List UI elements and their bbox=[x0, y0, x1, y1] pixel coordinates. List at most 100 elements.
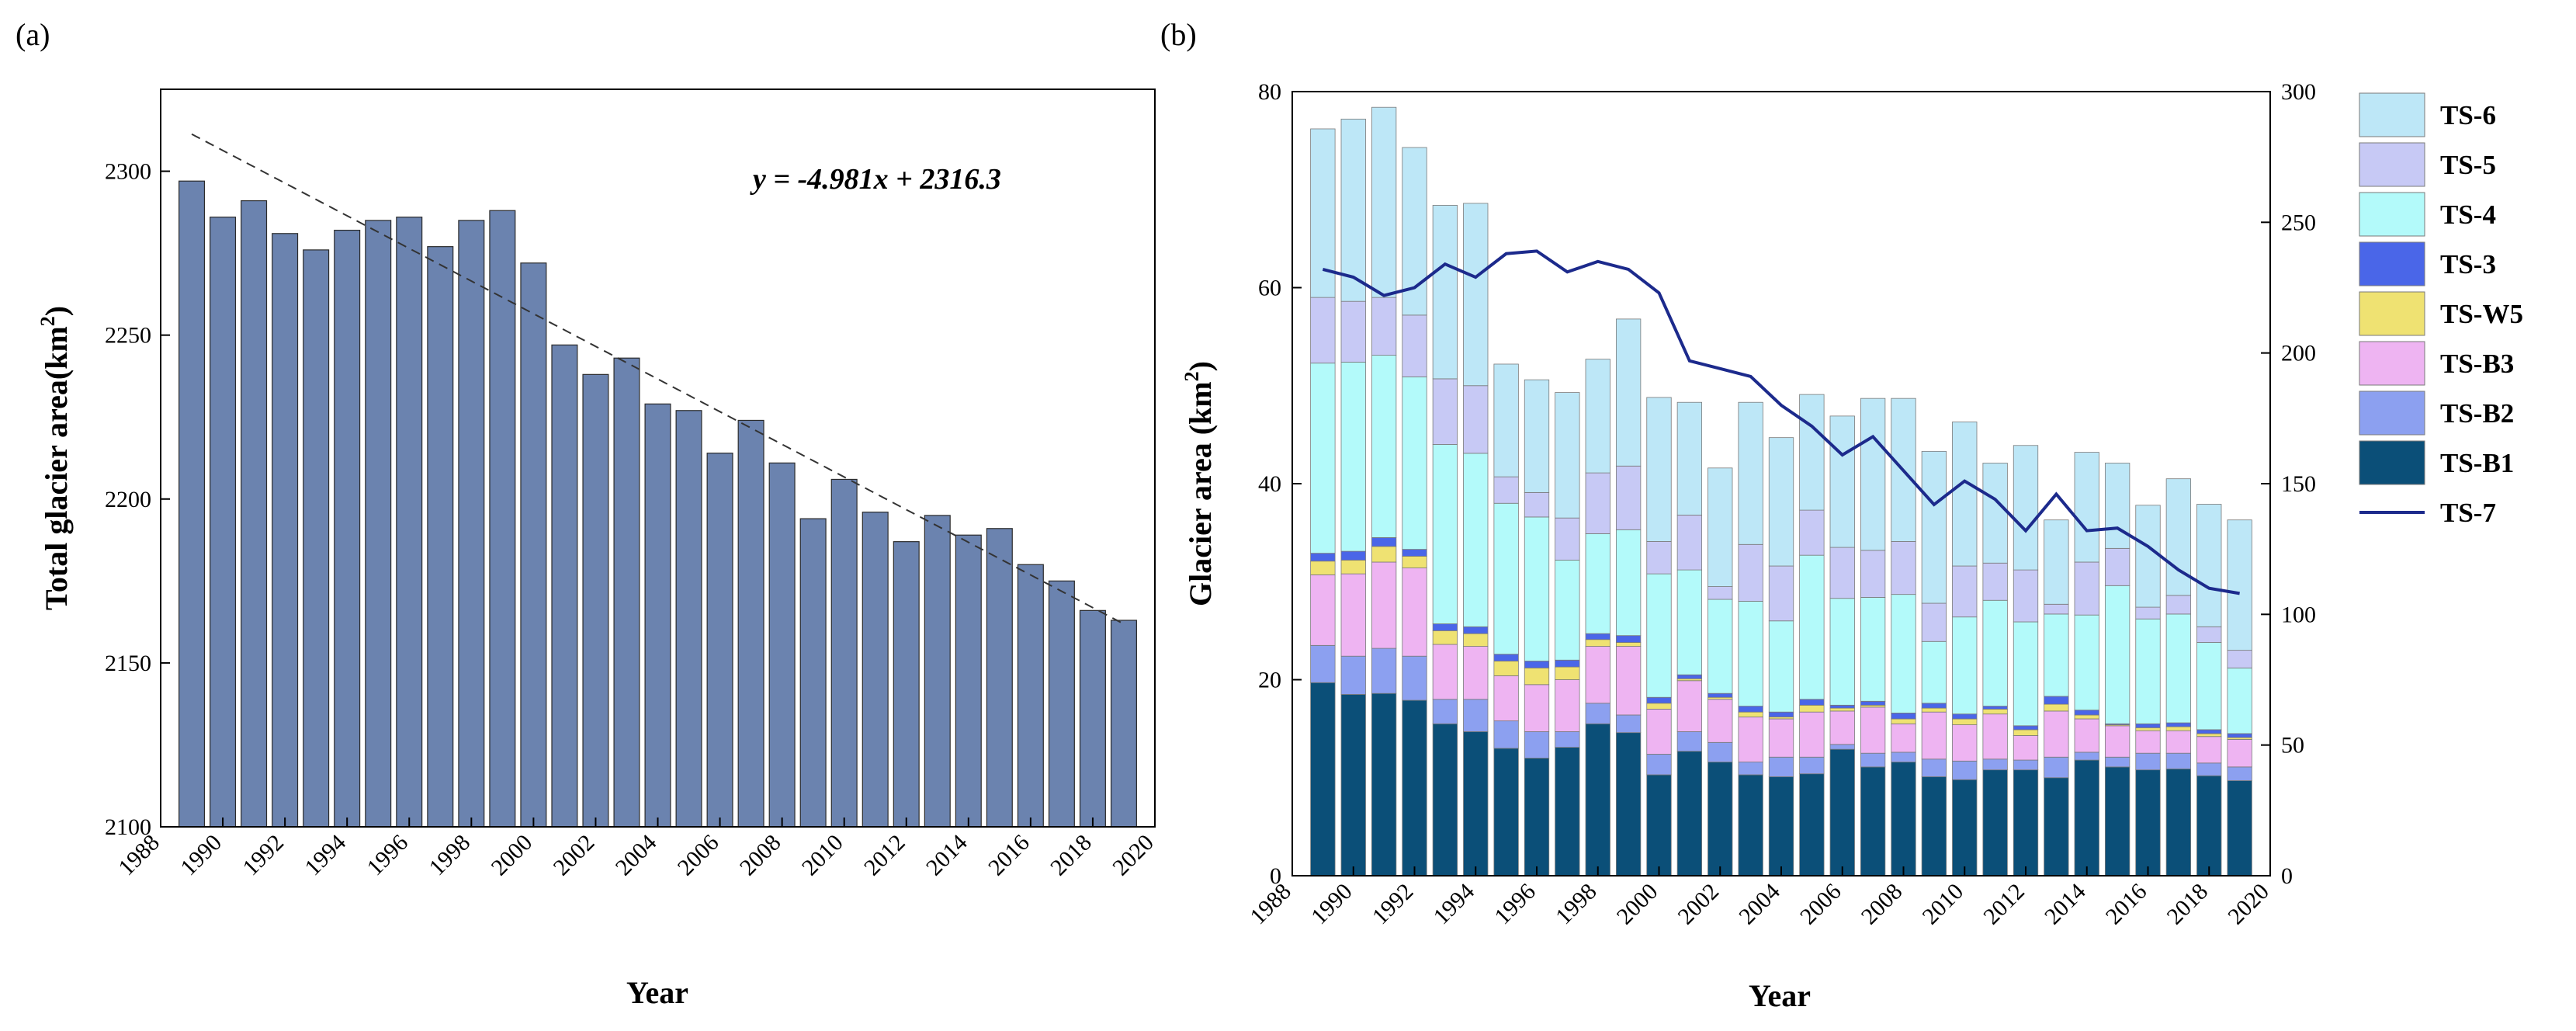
bar-ts-3-1990 bbox=[1340, 550, 1366, 561]
x-tick-label-2016: 2016 bbox=[2101, 879, 2152, 930]
legend-label-ts-b3: TS-B3 bbox=[2440, 349, 2514, 379]
bar-ts-b1-2000 bbox=[1646, 774, 1672, 877]
y2-tick-label-200: 200 bbox=[2281, 341, 2316, 366]
bar-ts-b1-1996 bbox=[1524, 758, 1550, 877]
bar-ts-5-1993 bbox=[1432, 378, 1458, 445]
bar-2010 bbox=[830, 478, 858, 828]
bar-ts-5-1995 bbox=[1493, 476, 1519, 504]
bar-ts-w5-1995 bbox=[1493, 661, 1519, 676]
bar-ts-w5-1996 bbox=[1524, 667, 1550, 686]
bar-ts-b1-2017 bbox=[2165, 768, 2192, 877]
bar-ts-6-1994 bbox=[1463, 203, 1489, 387]
legend-label-ts-3: TS-3 bbox=[2440, 249, 2496, 279]
bar-ts-4-1993 bbox=[1432, 444, 1458, 624]
bar-ts-4-2013 bbox=[2044, 613, 2069, 697]
bar-ts-5-1991 bbox=[1371, 297, 1397, 356]
bar-2011 bbox=[862, 512, 889, 828]
bar-ts-3-2013 bbox=[2044, 696, 2069, 705]
bar-ts-5-2011 bbox=[1982, 562, 2008, 601]
bar-ts-b1-2006 bbox=[1829, 748, 1855, 877]
panel-b-label: (b) bbox=[1160, 17, 1197, 52]
legend-label-ts-b1: TS-B1 bbox=[2440, 448, 2514, 478]
bar-ts-3-1997 bbox=[1555, 659, 1580, 668]
bar-ts-w5-1998 bbox=[1585, 639, 1610, 647]
x-tick-label-1992: 1992 bbox=[1368, 879, 1419, 930]
bar-2014 bbox=[955, 534, 982, 828]
bar-ts-3-1996 bbox=[1524, 661, 1550, 668]
bar-ts-3-1994 bbox=[1463, 626, 1489, 634]
bar-ts-w5-1999 bbox=[1615, 642, 1642, 647]
bar-ts-3-1993 bbox=[1432, 623, 1458, 631]
bar-ts-b1-1990 bbox=[1340, 694, 1366, 877]
bar-ts-4-2010 bbox=[1952, 616, 1978, 715]
legend-label-ts-7: TS-7 bbox=[2440, 498, 2496, 528]
bar-ts-5-2008 bbox=[1891, 541, 1916, 595]
bar-ts-w5-2013 bbox=[2044, 703, 2069, 712]
bar-ts-b3-1992 bbox=[1402, 568, 1427, 657]
bar-ts-b3-1990 bbox=[1340, 573, 1366, 657]
bar-ts-6-2017 bbox=[2165, 478, 2192, 596]
y2-tick-label-0: 0 bbox=[2281, 863, 2293, 889]
bar-ts-b3-1994 bbox=[1463, 646, 1489, 700]
y2-tick-label-150: 150 bbox=[2281, 471, 2316, 497]
bar-ts-w5-2003 bbox=[1738, 711, 1763, 717]
bar-ts-5-2003 bbox=[1738, 543, 1763, 602]
x-tick-label-1988: 1988 bbox=[1245, 879, 1296, 930]
bar-ts-b2-2000 bbox=[1646, 754, 1672, 776]
bar-2007 bbox=[737, 419, 764, 828]
bar-ts-4-2008 bbox=[1891, 594, 1916, 713]
panel-b-xlabel: Year bbox=[1749, 978, 1811, 1013]
bar-ts-w5-2018 bbox=[2196, 733, 2222, 738]
bar-ts-6-2015 bbox=[2104, 463, 2130, 549]
bar-ts-w5-1992 bbox=[1402, 556, 1427, 568]
bar-ts-b1-2018 bbox=[2196, 775, 2222, 877]
bar-ts-4-2011 bbox=[1982, 599, 2008, 706]
bar-2009 bbox=[799, 518, 827, 828]
x-tick-label-2012: 2012 bbox=[859, 830, 910, 881]
bar-1991 bbox=[241, 200, 268, 828]
bar-ts-b2-2002 bbox=[1708, 741, 1733, 762]
y2-tick-label-100: 100 bbox=[2281, 602, 2316, 627]
x-tick-label-1998: 1998 bbox=[425, 830, 476, 881]
bar-ts-b2-2012 bbox=[2013, 759, 2039, 771]
bar-ts-4-1989 bbox=[1310, 363, 1336, 554]
bar-ts-3-2009 bbox=[1921, 703, 1947, 709]
bar-ts-b3-2014 bbox=[2074, 718, 2099, 753]
bar-2015 bbox=[986, 528, 1013, 828]
bar-ts-5-2010 bbox=[1952, 565, 1978, 618]
bar-ts-3-2011 bbox=[1982, 706, 2008, 710]
x-tick-label-2020: 2020 bbox=[1108, 830, 1159, 881]
bar-ts-6-2014 bbox=[2074, 452, 2099, 563]
bar-ts-5-2005 bbox=[1799, 509, 1825, 556]
bar-ts-5-2018 bbox=[2196, 626, 2222, 643]
legend-swatch-ts-4 bbox=[2359, 192, 2425, 237]
bar-ts-5-2002 bbox=[1708, 586, 1733, 600]
bar-1993 bbox=[303, 249, 330, 828]
bar-ts-5-2016 bbox=[2135, 606, 2161, 620]
bar-ts-b1-1995 bbox=[1493, 748, 1519, 877]
bar-ts-w5-1990 bbox=[1340, 560, 1366, 575]
bar-ts-3-1999 bbox=[1615, 635, 1642, 643]
bar-ts-6-2009 bbox=[1921, 450, 1947, 604]
bar-ts-5-2013 bbox=[2044, 603, 2069, 615]
bar-ts-3-2007 bbox=[1860, 700, 1886, 706]
bar-ts-b2-2013 bbox=[2044, 756, 2069, 779]
bar-ts-b1-2002 bbox=[1708, 762, 1733, 877]
bar-ts-4-2000 bbox=[1646, 573, 1672, 698]
bar-ts-b3-1999 bbox=[1615, 646, 1642, 716]
bar-ts-w5-2016 bbox=[2135, 727, 2161, 731]
bar-ts-b2-1995 bbox=[1493, 720, 1519, 749]
bar-ts-6-2016 bbox=[2135, 505, 2161, 608]
bar-ts-w5-2011 bbox=[1982, 708, 2008, 715]
x-tick-label-2004: 2004 bbox=[611, 830, 662, 881]
bar-ts-5-1996 bbox=[1524, 491, 1550, 518]
bar-ts-4-2016 bbox=[2135, 618, 2161, 724]
bar-1995 bbox=[365, 220, 392, 828]
bar-ts-w5-1993 bbox=[1432, 630, 1458, 645]
y2-tick-label-250: 250 bbox=[2281, 210, 2316, 235]
bar-ts-w5-2010 bbox=[1952, 718, 1978, 725]
bar-ts-5-2007 bbox=[1860, 550, 1886, 598]
